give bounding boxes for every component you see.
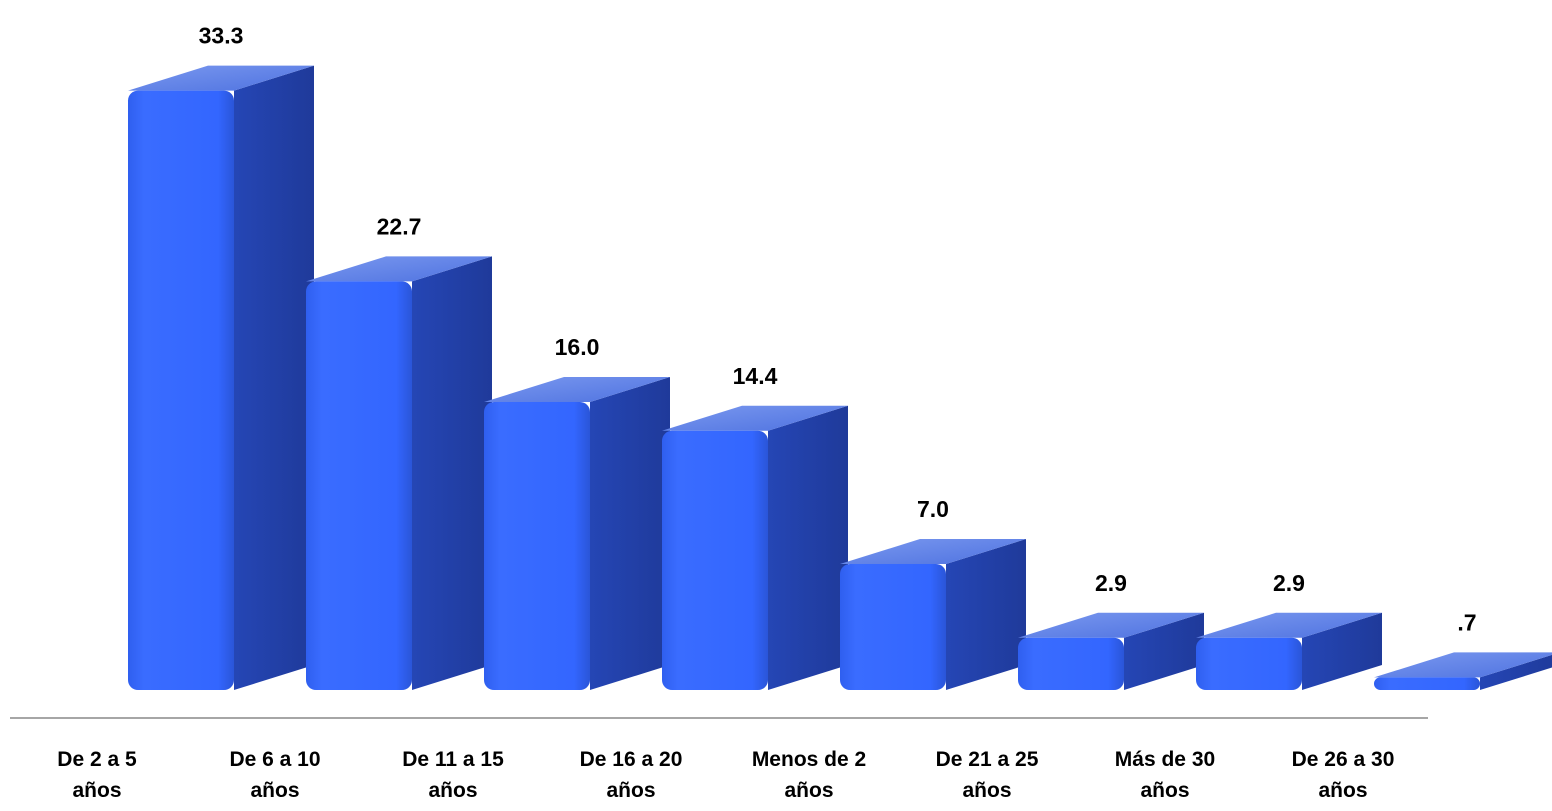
bar-2 <box>484 377 670 690</box>
category-label-5-line-1: años <box>962 779 1011 802</box>
bar-side-7 <box>1480 654 1552 690</box>
bar-front-0 <box>128 90 234 691</box>
bar-front-6 <box>1196 637 1302 690</box>
bar-top-1 <box>306 256 492 282</box>
value-label-0: 33.3 <box>199 23 244 49</box>
value-label-1: 22.7 <box>377 213 422 239</box>
category-label-6-line-0: Más de 30 <box>1115 748 1215 771</box>
category-label-2-line-0: De 11 a 15 <box>402 748 504 771</box>
category-label-0-line-1: años <box>72 779 121 802</box>
bar-4 <box>840 539 1026 690</box>
bars-group <box>128 65 1552 691</box>
category-label-3-line-1: años <box>606 779 655 802</box>
value-labels-group: 33.3 22.7 16.0 14.4 7.0 2.9 2.9 .7 <box>199 23 1477 636</box>
bar-front-7 <box>1374 677 1480 690</box>
bar-1 <box>306 256 492 690</box>
bar-top-2 <box>484 377 670 402</box>
bar-front-5 <box>1018 637 1124 690</box>
bar-5 <box>1018 612 1204 690</box>
bar-front-2 <box>484 402 590 690</box>
category-label-0-line-0: De 2 a 5 <box>57 748 137 771</box>
value-label-4: 7.0 <box>917 496 949 522</box>
value-label-6: 2.9 <box>1273 570 1305 596</box>
bar-top-0 <box>128 65 314 91</box>
bar-side-3 <box>768 405 848 690</box>
bar-top-4 <box>840 539 1026 564</box>
category-labels-group: De 2 a 5 años De 6 a 10 años De 11 a 15 años D… <box>57 748 1394 802</box>
bar-top-3 <box>662 405 848 431</box>
category-label-4-line-0: Menos de 2 <box>752 748 866 771</box>
bar-side-1 <box>412 256 492 690</box>
category-label-5-line-0: De 21 a 25 <box>936 748 1039 771</box>
bar-6 <box>1196 612 1382 690</box>
category-label-6-line-1: años <box>1140 779 1189 802</box>
bar-top-5 <box>1018 612 1204 638</box>
bar-side-2 <box>590 377 670 690</box>
value-label-7: .7 <box>1457 609 1476 635</box>
category-label-1-line-0: De 6 a 10 <box>229 748 320 771</box>
bar-0 <box>128 65 314 691</box>
category-label-3-line-0: De 16 a 20 <box>580 748 683 771</box>
category-label-1-line-1: años <box>250 779 299 802</box>
category-label-2-line-1: años <box>428 779 477 802</box>
bar-side-0 <box>234 65 314 691</box>
category-label-7-line-1: años <box>1318 779 1367 802</box>
category-label-4-line-1: años <box>784 779 833 802</box>
bar-7 <box>1374 652 1552 690</box>
bar-side-6 <box>1302 612 1382 690</box>
bar-3 <box>662 405 848 690</box>
bar-side-4 <box>946 539 1026 690</box>
bar-front-1 <box>306 281 412 690</box>
bar-top-7 <box>1374 652 1552 678</box>
bar-side-5 <box>1124 612 1204 690</box>
value-label-3: 14.4 <box>733 363 778 389</box>
category-label-7-line-0: De 26 a 30 <box>1292 748 1395 771</box>
bar-front-4 <box>840 564 946 690</box>
value-label-5: 2.9 <box>1095 570 1127 596</box>
value-label-2: 16.0 <box>555 334 600 360</box>
bar-front-3 <box>662 430 768 690</box>
bar-top-6 <box>1196 612 1382 638</box>
